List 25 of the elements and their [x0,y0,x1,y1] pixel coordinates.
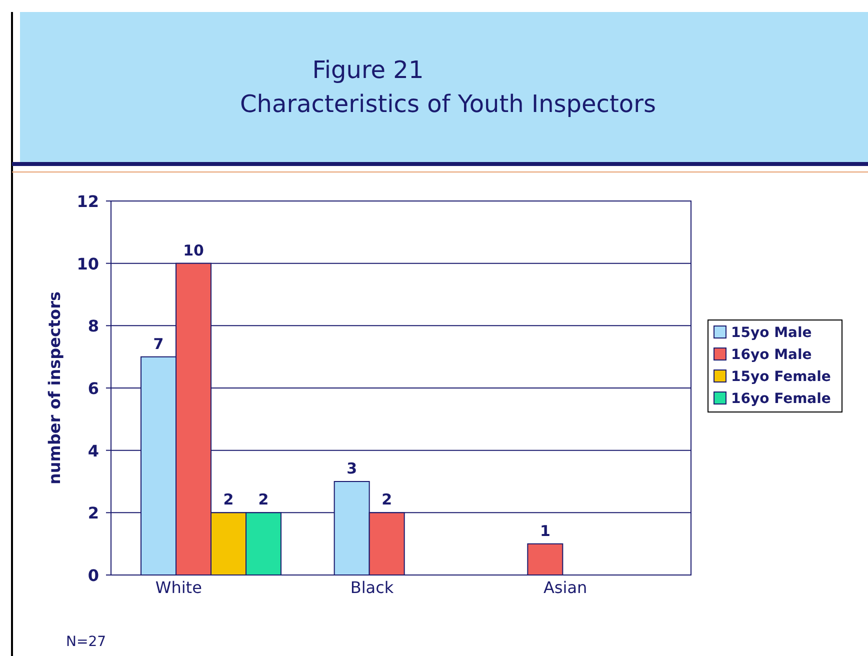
data-label: 2 [223,490,234,509]
legend-label: 15yo Male [731,325,812,341]
legend-label: 16yo Female [731,391,831,407]
legend-label: 16yo Male [731,347,812,363]
y-tick-label: 6 [88,379,99,398]
y-tick-label: 4 [88,441,99,460]
data-label: 1 [540,522,550,540]
chart-subtitle: Characteristics of Youth Inspectors [240,90,656,118]
y-tick-label: 12 [76,192,99,211]
x-tick-label: Asian [543,578,588,597]
chart-title: Figure 21 [312,56,424,84]
y-tick-label: 10 [76,254,99,274]
data-label: 10 [183,241,204,260]
x-tick-label: White [155,578,202,597]
x-tick-label: Black [350,578,394,597]
legend-label: 15yo Female [731,369,831,385]
data-label: 3 [346,460,358,478]
data-label: 2 [258,490,269,509]
data-label: 2 [382,490,392,509]
y-axis-title: number of inspectors [45,292,64,484]
data-label: 7 [153,334,164,353]
y-tick-label: 8 [88,316,99,336]
text: N=27 [66,634,106,650]
y-tick-label: 0 [88,566,99,585]
y-tick-label: 2 [88,504,99,523]
